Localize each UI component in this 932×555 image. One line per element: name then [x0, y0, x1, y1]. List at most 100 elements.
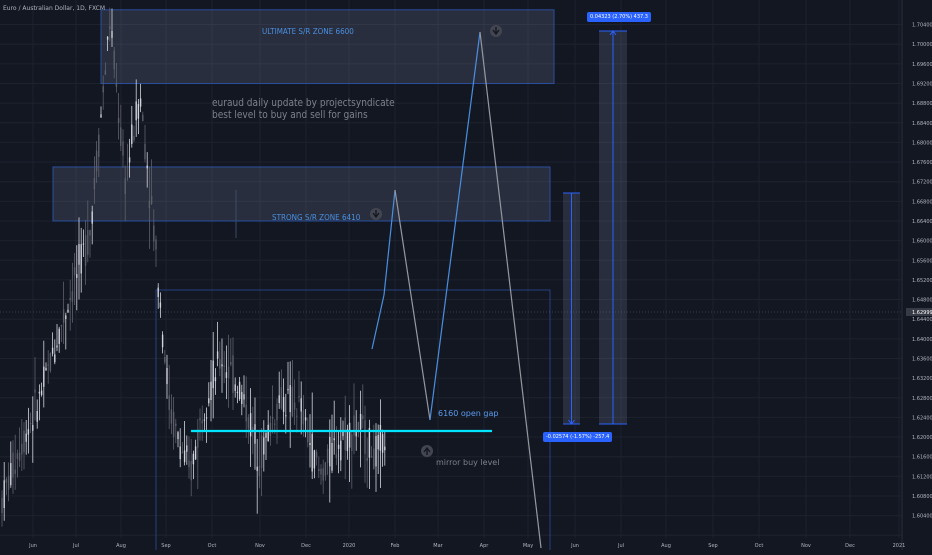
- projection-leg: [383, 189, 396, 296]
- x-tick-label: Sep: [161, 543, 170, 549]
- candle-body: [12, 452, 14, 478]
- y-tick-label: 1.68400: [912, 121, 932, 127]
- candle-body: [5, 479, 8, 483]
- candle-body: [258, 466, 261, 477]
- candle-body: [313, 450, 316, 469]
- y-tick-label: 1.68800: [912, 101, 932, 107]
- symbol-title: Euro / Australian Dollar, 1D, FXCM: [3, 5, 106, 12]
- candle-body: [223, 365, 225, 367]
- zone-label-strong: STRONG S/R ZONE 6410: [272, 213, 361, 222]
- y-tick-label: 1.64800: [912, 298, 932, 304]
- candle-body: [287, 388, 289, 391]
- candle-body: [212, 360, 214, 389]
- candle-body: [241, 391, 243, 405]
- candle-body: [291, 386, 294, 417]
- y-tick-label: 1.66000: [912, 239, 932, 245]
- candle-body: [340, 440, 342, 461]
- measure-badge-down[interactable]: -0.02574 (-1.57%) -257.4: [543, 432, 613, 442]
- candle-body: [67, 309, 69, 313]
- candle-body: [256, 466, 258, 472]
- candle-body: [148, 200, 151, 209]
- candle-body: [381, 434, 384, 453]
- candle-body: [16, 453, 19, 460]
- candle-body: [234, 384, 236, 391]
- candle-body: [324, 462, 327, 476]
- candle-body: [331, 442, 333, 471]
- x-tick-label: Apr: [480, 543, 490, 549]
- x-tick-label: Jun: [28, 543, 37, 549]
- candle-body: [219, 359, 221, 369]
- y-tick-label: 1.68000: [912, 140, 932, 146]
- y-tick-label: 1.62000: [912, 435, 932, 441]
- candle-body: [128, 157, 131, 163]
- candle-body: [18, 452, 21, 461]
- candle-body: [384, 446, 386, 451]
- candle-body: [311, 433, 313, 472]
- current-price-label: 1.62999: [912, 310, 932, 316]
- candle-body: [89, 230, 91, 236]
- candle-body: [133, 135, 135, 141]
- candle-body: [282, 397, 285, 412]
- candle-body: [109, 26, 111, 30]
- candle-body: [192, 453, 195, 465]
- candle-body: [285, 415, 287, 417]
- y-tick-label: 1.63200: [912, 376, 932, 382]
- x-tick-label: Oct: [755, 543, 764, 549]
- candle-body: [203, 419, 206, 421]
- projection-leg: [429, 31, 481, 421]
- candle-body: [243, 394, 245, 400]
- candle-body: [368, 427, 371, 458]
- candle-body: [335, 453, 338, 459]
- x-tick-label: 2020: [343, 543, 356, 549]
- candle-body: [210, 381, 212, 401]
- candle-body: [14, 469, 16, 475]
- candle-body: [267, 424, 269, 442]
- x-tick-label: Aug: [116, 543, 126, 549]
- candle-body: [45, 367, 47, 371]
- candle-body: [111, 31, 113, 38]
- candle-body: [265, 433, 267, 438]
- candle-body: [364, 420, 366, 454]
- zone-label-ultimate: ULTIMATE S/R ZONE 6600: [262, 27, 354, 36]
- candle-body: [38, 391, 41, 394]
- candle-body: [120, 127, 122, 146]
- candle-body: [221, 364, 223, 367]
- candle-body: [7, 475, 10, 490]
- y-tick-label: 1.65200: [912, 278, 932, 284]
- candle-body: [40, 390, 43, 396]
- y-tick-label: 1.62400: [912, 415, 932, 421]
- candle-body: [170, 409, 173, 424]
- candle-body: [51, 347, 54, 354]
- candle-body: [274, 423, 276, 425]
- candle-body: [25, 433, 27, 442]
- candle-body: [146, 165, 148, 169]
- candle-body: [144, 143, 146, 160]
- candle-body: [214, 377, 217, 382]
- candle-body: [71, 291, 74, 302]
- candle-body: [188, 460, 190, 468]
- candle-body: [54, 354, 56, 363]
- candle-body: [155, 239, 157, 250]
- candle-body: [320, 468, 322, 475]
- y-tick-label: 1.67200: [912, 180, 932, 186]
- candle-body: [49, 353, 52, 371]
- candle-body: [216, 351, 219, 359]
- y-tick-label: 1.66400: [912, 219, 932, 225]
- update-annotation-line2: best level to buy and sell for gains: [212, 108, 368, 121]
- candle-body: [359, 413, 362, 430]
- measure-badge-up[interactable]: 0.04323 (2.70%) 437.3: [587, 12, 651, 22]
- candle-body: [157, 287, 159, 297]
- candle-body: [102, 86, 104, 93]
- y-tick-label: 1.69200: [912, 81, 932, 87]
- x-tick-label: Sep: [708, 543, 717, 549]
- candle-body: [199, 418, 201, 421]
- y-tick-label: 1.64000: [912, 337, 932, 343]
- candle-body: [232, 355, 234, 393]
- y-tick-label: 1.67600: [912, 160, 932, 166]
- candle-body: [135, 101, 137, 121]
- down-arrow-icon-glyph: [372, 210, 380, 219]
- candle-body: [190, 461, 192, 481]
- candle-body: [183, 450, 186, 463]
